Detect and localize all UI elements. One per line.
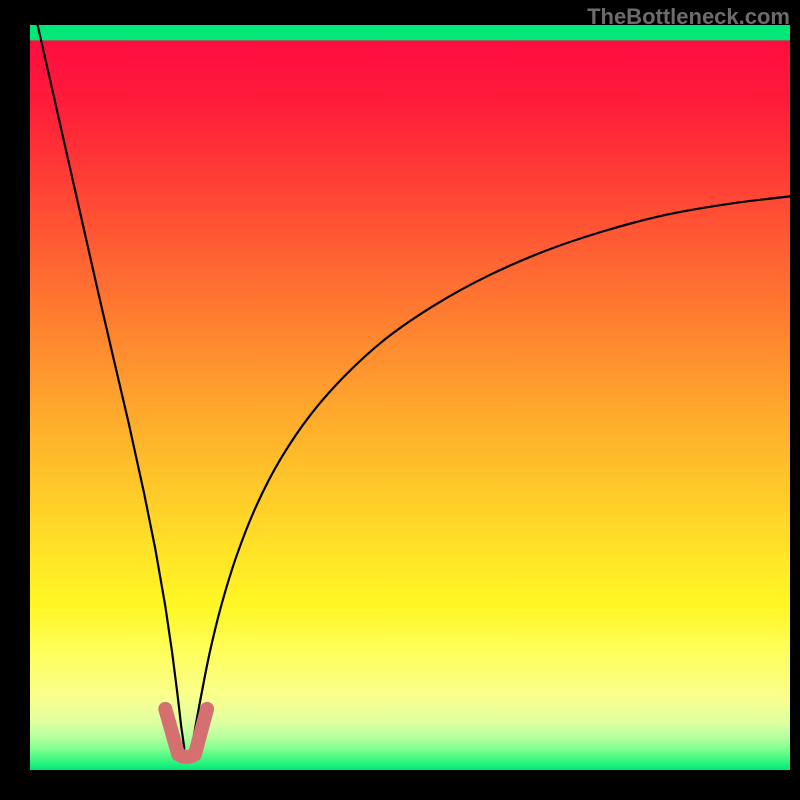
curve-right-branch [190, 196, 790, 757]
watermark-text: TheBottleneck.com [587, 4, 790, 30]
plot-svg [30, 25, 790, 770]
curve-left-branch [38, 25, 185, 757]
plot-area [30, 25, 790, 770]
chart-container: TheBottleneck.com [0, 0, 800, 800]
valley-highlight [165, 709, 207, 757]
